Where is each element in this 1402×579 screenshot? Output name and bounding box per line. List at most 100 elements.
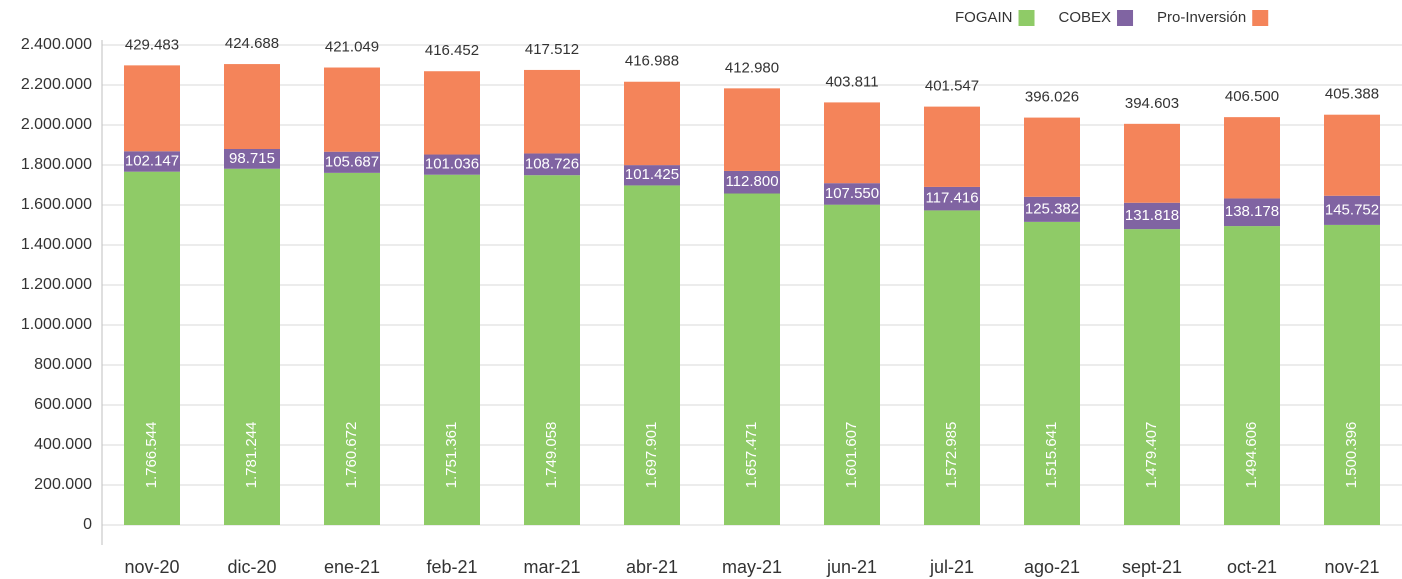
y-tick-label: 800.000: [34, 356, 92, 373]
bar-segment: [724, 193, 780, 525]
bar-segment: [424, 71, 480, 155]
bar-segment: [924, 186, 980, 211]
y-tick-label: 1.400.000: [21, 236, 92, 253]
data-label: 1.781.244: [243, 422, 260, 489]
data-label: 101.036: [425, 156, 479, 173]
y-tick-label: 200.000: [34, 476, 92, 493]
data-label: 1.500.396: [1343, 422, 1360, 489]
bar-segment: [1024, 221, 1080, 525]
bar-segment: [624, 185, 680, 525]
bar-segment: [824, 102, 880, 184]
data-label: 1.572.985: [943, 422, 960, 489]
legend-label: Pro-Inversión: [1157, 9, 1246, 26]
bar-segment: [1124, 229, 1180, 526]
bar-segment: [124, 151, 180, 172]
bar-segment: [524, 175, 580, 525]
y-tick-label: 2.400.000: [21, 36, 92, 53]
bar-segment: [1224, 226, 1280, 525]
bar-segment: [1224, 198, 1280, 227]
y-tick-label: 1.600.000: [21, 196, 92, 213]
x-tick-label: sept-21: [1122, 557, 1182, 577]
bar-segment: [1324, 195, 1380, 225]
data-label: 403.811: [825, 73, 878, 90]
data-label: 145.752: [1325, 201, 1379, 218]
data-label: 117.416: [925, 190, 978, 207]
bar-segment: [824, 204, 880, 526]
legend-label: FOGAIN: [955, 9, 1013, 26]
bar-segment: [924, 210, 980, 525]
data-label: 416.988: [625, 53, 679, 70]
bar-segment: [124, 65, 180, 152]
bar-segment: [324, 67, 380, 152]
x-tick-label: jul-21: [929, 557, 974, 577]
data-label: 1.601.607: [843, 422, 860, 489]
bar-segment: [724, 88, 780, 171]
x-tick-label: nov-20: [124, 557, 179, 577]
data-label: 417.512: [525, 41, 579, 58]
data-label: 429.483: [125, 36, 179, 53]
legend-swatch: [1252, 10, 1269, 26]
bar-segment: [624, 81, 680, 166]
bar-segment: [1324, 114, 1380, 196]
bar-segment: [1324, 224, 1380, 525]
y-tick-label: 1.800.000: [21, 156, 92, 173]
data-label: 1.494.606: [1243, 422, 1260, 489]
data-label: 108.726: [525, 155, 579, 172]
x-tick-label: may-21: [722, 557, 782, 577]
x-tick-label: jun-21: [826, 557, 877, 577]
data-label: 98.715: [229, 150, 275, 167]
data-label: 405.388: [1325, 86, 1379, 103]
data-label: 1.749.058: [543, 422, 560, 489]
bar-segment: [924, 106, 980, 187]
bar-segment: [224, 64, 280, 150]
bar-segment: [1024, 196, 1080, 222]
data-label: 416.452: [425, 42, 479, 59]
data-label: 421.049: [325, 38, 379, 55]
data-label: 107.550: [825, 185, 879, 202]
x-tick-label: ago-21: [1024, 557, 1080, 577]
x-tick-label: oct-21: [1227, 557, 1277, 577]
bar-segment: [1024, 117, 1080, 197]
y-tick-label: 0: [83, 516, 92, 533]
y-tick-label: 2.000.000: [21, 116, 92, 133]
data-label: 1.751.361: [443, 422, 460, 489]
data-label: 102.147: [125, 152, 179, 169]
bar-segment: [524, 69, 580, 154]
bar-segment: [224, 149, 280, 169]
bar-segment: [224, 168, 280, 525]
data-label: 1.657.471: [743, 422, 760, 489]
x-tick-label: feb-21: [426, 557, 477, 577]
x-tick-label: mar-21: [523, 557, 580, 577]
data-label: 1.697.901: [643, 422, 660, 489]
bar-segment: [424, 154, 480, 175]
data-label: 101.425: [625, 166, 679, 183]
data-label: 424.688: [225, 35, 279, 52]
data-label: 1.766.544: [143, 422, 160, 489]
data-label: 125.382: [1025, 200, 1079, 217]
data-label: 138.178: [1225, 203, 1279, 220]
data-label: 396.026: [1025, 89, 1079, 106]
y-tick-label: 1.200.000: [21, 276, 92, 293]
legend-label: COBEX: [1059, 9, 1112, 26]
bar-segment: [524, 153, 580, 176]
data-label: 131.818: [1125, 207, 1179, 224]
data-label: 401.547: [925, 78, 979, 95]
data-label: 1.515.641: [1043, 422, 1060, 489]
x-tick-label: nov-21: [1324, 557, 1379, 577]
bar-segment: [724, 170, 780, 194]
data-label: 406.500: [1225, 88, 1279, 105]
y-tick-label: 600.000: [34, 396, 92, 413]
legend-swatch: [1018, 10, 1035, 26]
data-label: 394.603: [1125, 95, 1179, 112]
y-tick-label: 400.000: [34, 436, 92, 453]
data-label: 105.687: [325, 153, 379, 170]
bar-segment: [824, 183, 880, 205]
data-label: 1.760.672: [343, 422, 360, 489]
data-label: 112.800: [725, 173, 778, 190]
bar-segment: [124, 171, 180, 525]
y-tick-label: 2.200.000: [21, 76, 92, 93]
x-tick-label: ene-21: [324, 557, 380, 577]
data-label: 1.479.407: [1143, 422, 1160, 489]
